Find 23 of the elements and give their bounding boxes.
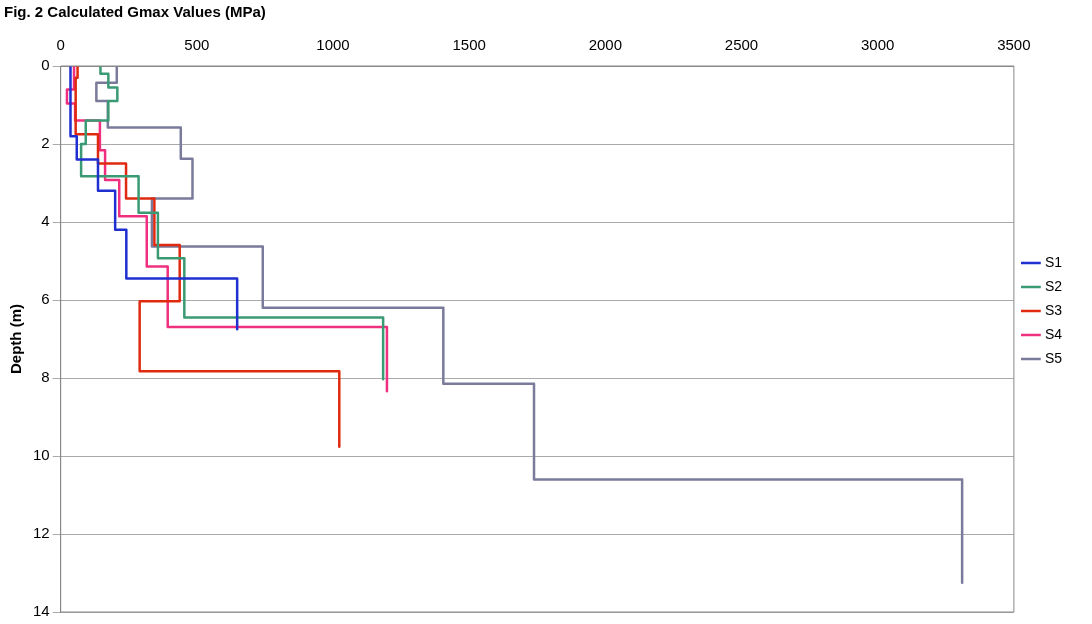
y-tick-label: 12 — [33, 524, 50, 542]
x-tick-label: 1000 — [316, 36, 350, 54]
legend-label: S2 — [1044, 277, 1063, 294]
y-axis-title: Depth (m) — [7, 304, 25, 374]
x-tick-label: 3000 — [861, 36, 895, 54]
x-tick-label: 500 — [184, 36, 210, 54]
y-tick-label: 6 — [41, 290, 50, 308]
y-tick-label: 8 — [41, 368, 50, 386]
y-tick-label: 0 — [41, 56, 50, 74]
legend-label: S1 — [1044, 253, 1063, 270]
y-tick-label: 4 — [41, 212, 50, 230]
x-tick-label: 2000 — [588, 36, 623, 54]
y-tick-label: 2 — [41, 134, 50, 152]
y-tick-label: 10 — [33, 446, 50, 464]
x-tick-label: 2500 — [724, 36, 759, 54]
x-tick-label: 0 — [56, 36, 65, 54]
x-tick-label: 3500 — [997, 36, 1031, 54]
legend-label: S4 — [1044, 325, 1063, 342]
y-tick-label: 14 — [33, 602, 50, 620]
legend-label: S3 — [1044, 301, 1063, 318]
chart-title: Fig. 2 Calculated Gmax Values (MPa) — [4, 3, 266, 21]
legend-label: S5 — [1044, 349, 1063, 366]
x-tick-label: 1500 — [452, 36, 486, 54]
